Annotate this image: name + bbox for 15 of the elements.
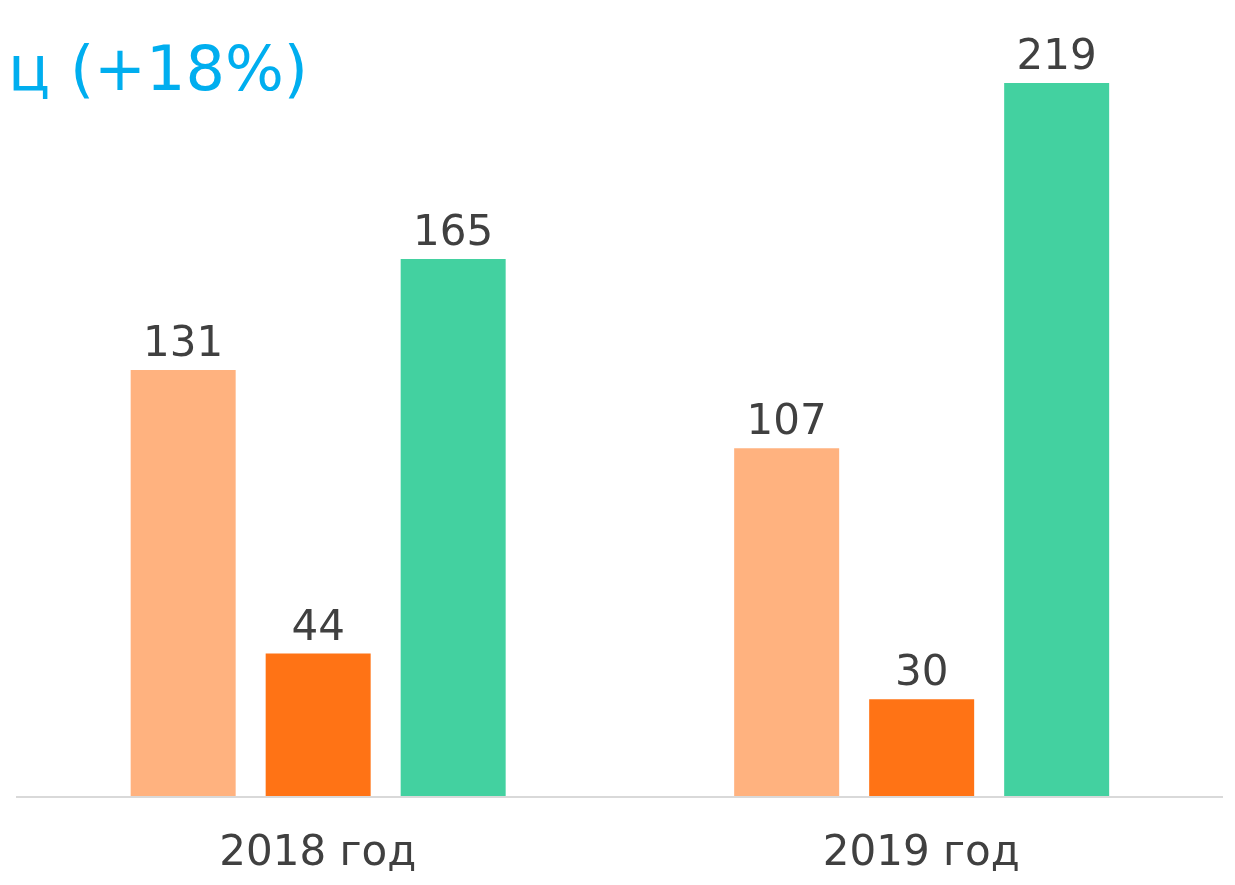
bar [1004,83,1110,797]
data-label: 131 [143,316,224,366]
bar [265,653,371,797]
chart-title: ц (+18%) [8,32,309,105]
data-label: 165 [413,206,494,256]
bar [869,699,975,797]
x-tick-label: 2018 год [219,825,417,875]
x-tick-label: 2019 год [822,825,1020,875]
data-label: 107 [746,395,827,445]
data-label: 44 [291,600,345,650]
bar [400,259,506,797]
bar [130,369,236,797]
data-label: 219 [1016,30,1097,79]
data-label: 30 [894,646,949,696]
bar [734,448,840,797]
